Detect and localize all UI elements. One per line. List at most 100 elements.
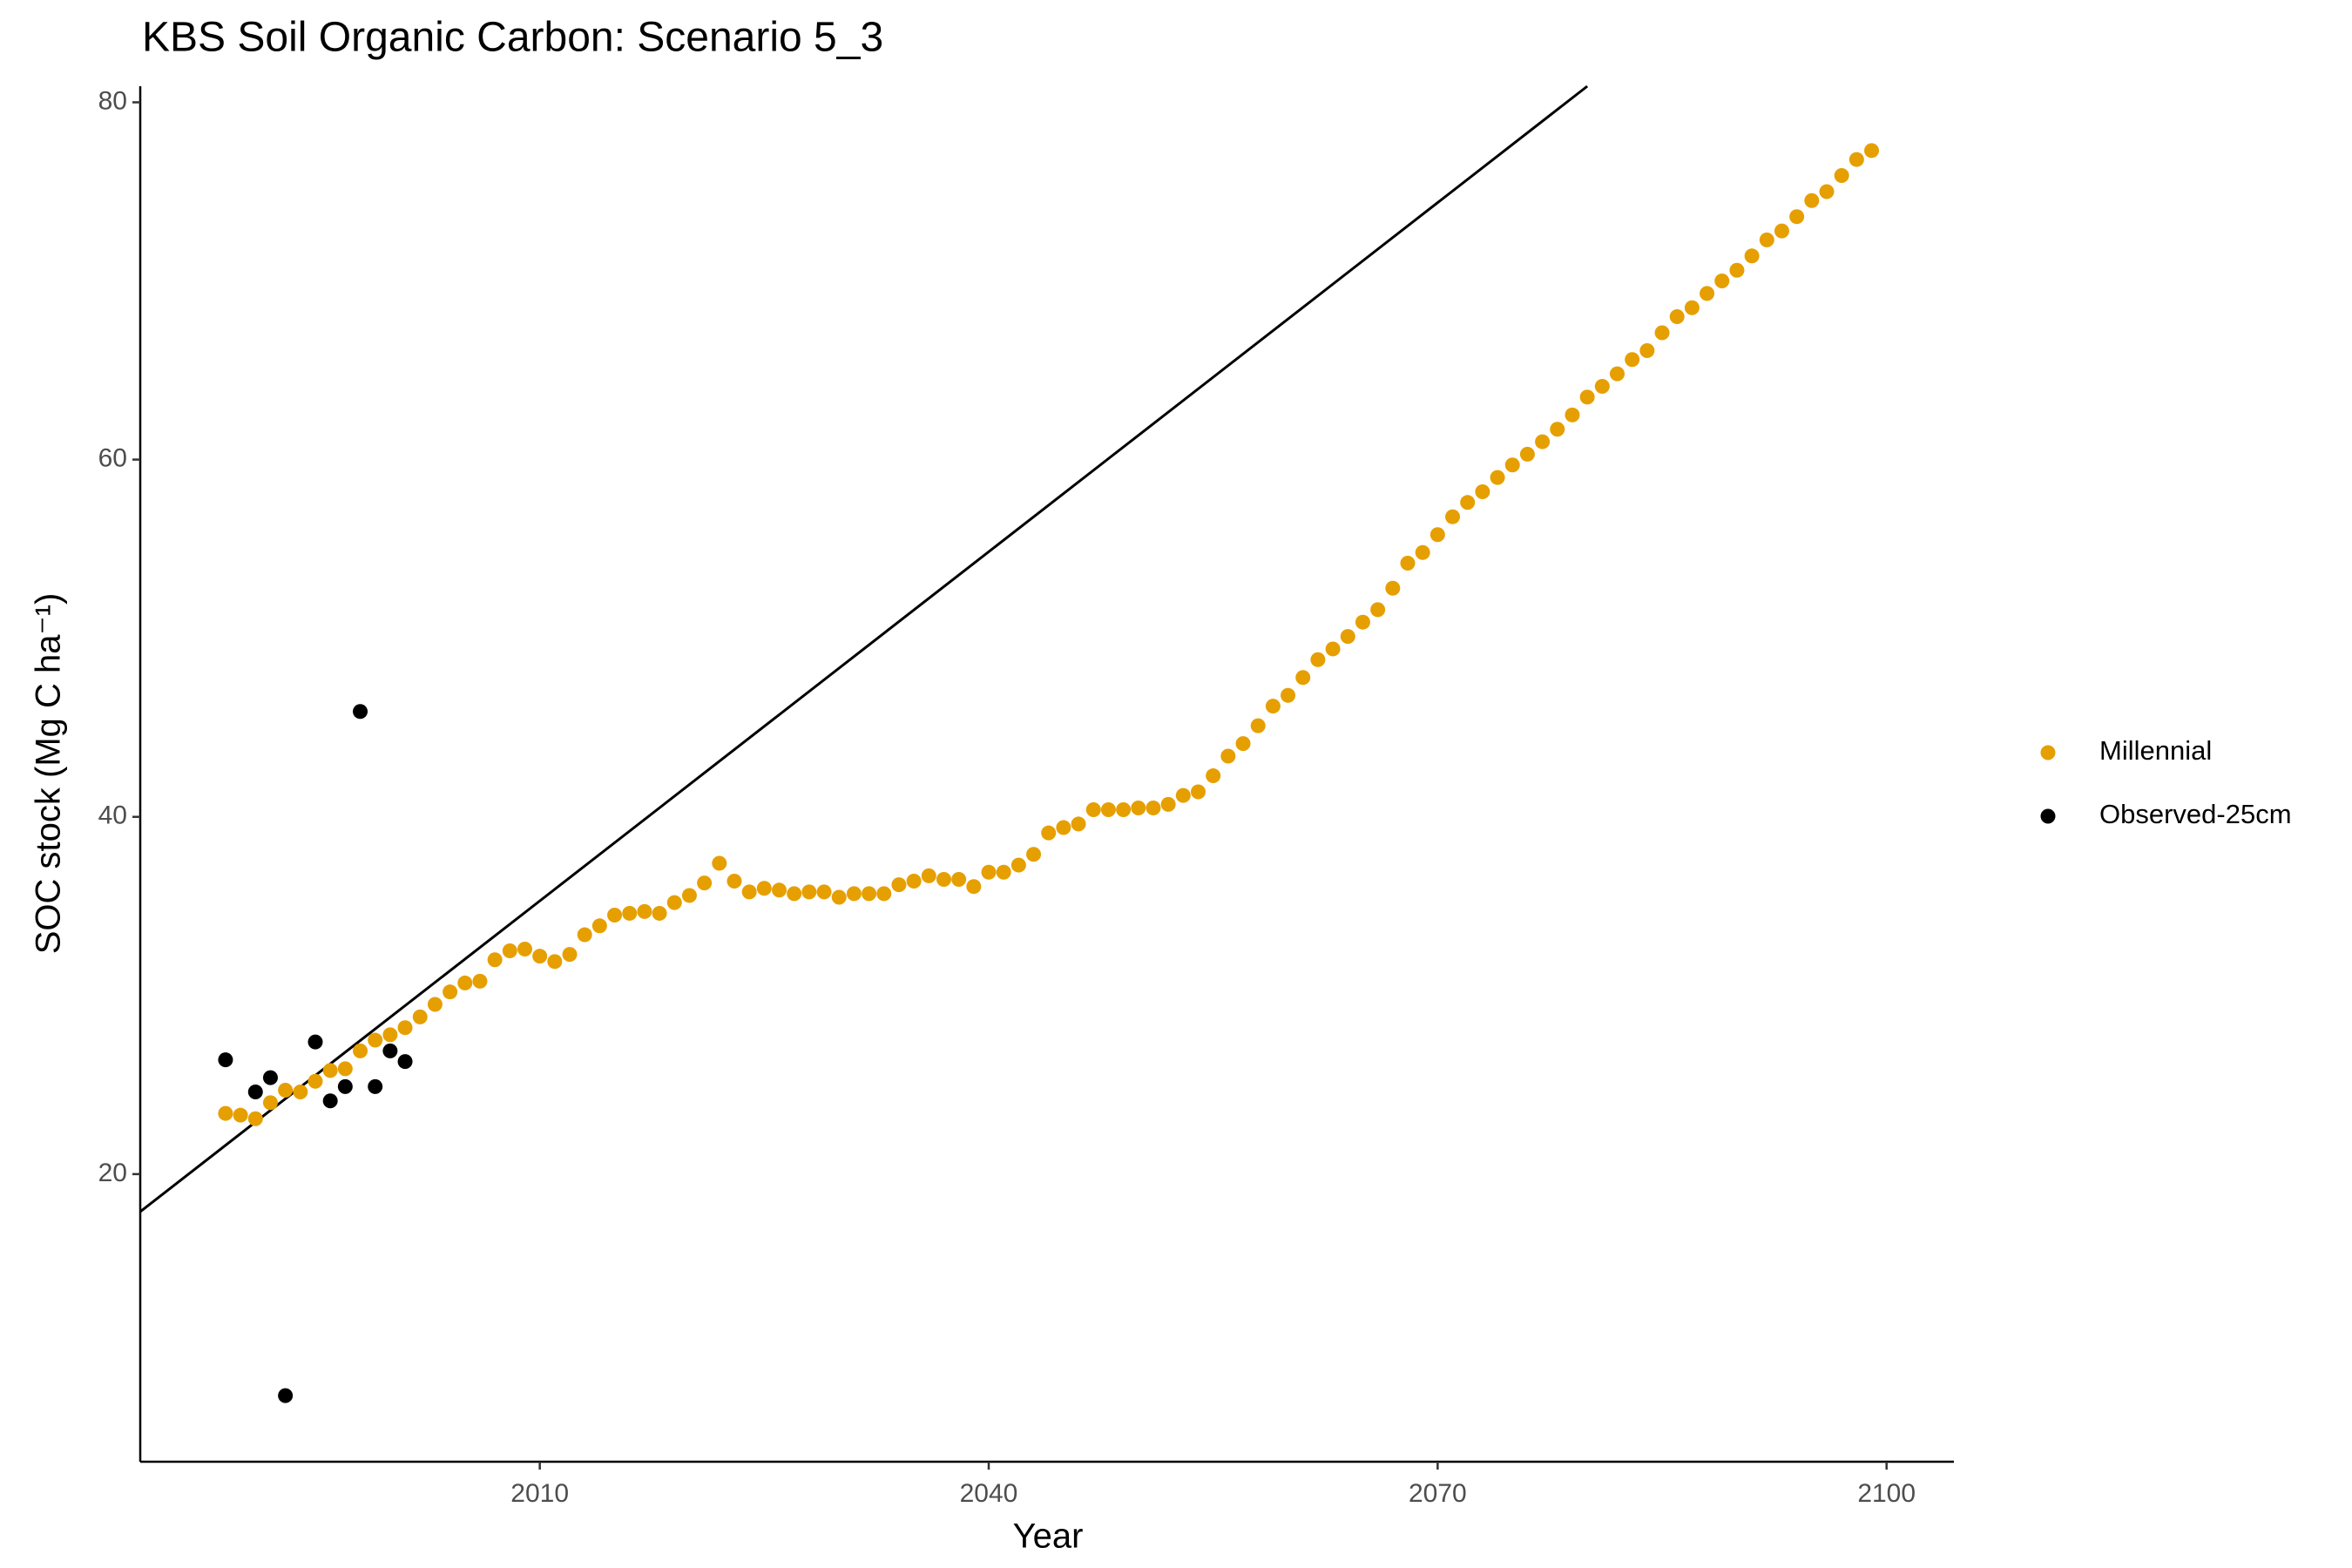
data-point bbox=[801, 884, 817, 900]
data-point bbox=[681, 888, 697, 903]
data-point bbox=[308, 1073, 323, 1089]
data-point bbox=[1041, 825, 1057, 841]
data-point bbox=[397, 1054, 413, 1070]
data-point bbox=[727, 874, 742, 889]
data-point bbox=[1744, 248, 1760, 264]
data-point bbox=[831, 889, 847, 905]
data-point bbox=[1519, 446, 1535, 462]
data-point bbox=[1445, 509, 1461, 524]
data-point bbox=[906, 874, 922, 889]
legend-label: Millennial bbox=[2099, 735, 2212, 766]
data-point bbox=[1175, 787, 1191, 803]
data-point bbox=[278, 1082, 294, 1098]
data-point bbox=[577, 927, 592, 943]
data-point bbox=[1265, 699, 1281, 714]
data-point bbox=[502, 943, 517, 959]
data-point bbox=[1819, 184, 1835, 199]
data-point bbox=[247, 1085, 263, 1100]
data-point bbox=[1085, 802, 1101, 818]
data-point bbox=[1206, 768, 1221, 784]
data-point bbox=[981, 864, 997, 880]
data-point bbox=[1355, 614, 1370, 630]
reference-line bbox=[139, 84, 1589, 1213]
data-point bbox=[936, 871, 951, 887]
x-tick-label: 2040 bbox=[960, 1479, 1018, 1508]
data-point bbox=[293, 1085, 308, 1100]
data-point bbox=[816, 884, 832, 900]
data-point bbox=[951, 871, 967, 887]
data-point bbox=[756, 881, 772, 896]
data-point bbox=[1700, 286, 1715, 301]
data-point bbox=[1056, 820, 1071, 835]
data-point bbox=[1684, 300, 1700, 315]
data-point bbox=[712, 855, 727, 871]
data-point bbox=[487, 952, 503, 968]
data-point bbox=[1146, 800, 1161, 815]
y-tick-label: 60 bbox=[98, 444, 127, 473]
data-point bbox=[1071, 816, 1086, 832]
data-point bbox=[1774, 223, 1789, 239]
data-point bbox=[637, 903, 652, 919]
data-point bbox=[891, 877, 907, 893]
data-point bbox=[1594, 379, 1610, 395]
x-axis-title: Year bbox=[1013, 1517, 1084, 1556]
data-point bbox=[1609, 366, 1625, 382]
data-point bbox=[1429, 527, 1445, 543]
data-point bbox=[622, 905, 638, 921]
data-point bbox=[996, 864, 1011, 880]
data-point bbox=[1804, 193, 1820, 208]
data-point bbox=[262, 1095, 278, 1111]
data-point bbox=[1310, 652, 1326, 667]
data-point bbox=[666, 895, 682, 910]
data-point bbox=[1535, 434, 1551, 449]
data-point bbox=[1639, 342, 1655, 358]
data-point bbox=[1370, 602, 1386, 618]
data-point bbox=[353, 1043, 368, 1058]
data-point bbox=[652, 905, 667, 921]
data-point bbox=[517, 941, 532, 956]
data-point bbox=[337, 1061, 353, 1077]
x-tick-label: 2010 bbox=[510, 1479, 569, 1508]
data-point bbox=[741, 884, 757, 900]
data-point bbox=[233, 1107, 248, 1123]
data-point bbox=[1325, 641, 1341, 657]
data-point bbox=[1669, 309, 1685, 325]
data-point bbox=[1729, 262, 1745, 278]
data-point bbox=[1220, 748, 1236, 764]
data-point bbox=[772, 882, 787, 898]
data-point bbox=[472, 973, 488, 989]
data-point bbox=[1460, 495, 1476, 510]
data-point bbox=[397, 1020, 413, 1036]
data-point bbox=[1834, 168, 1849, 184]
data-point bbox=[382, 1043, 398, 1058]
y-tick-label: 20 bbox=[98, 1159, 127, 1187]
chart-title: KBS Soil Organic Carbon: Scenario 5_3 bbox=[142, 15, 883, 61]
data-point bbox=[368, 1078, 383, 1094]
data-point bbox=[697, 875, 713, 891]
data-point bbox=[337, 1078, 353, 1094]
data-point bbox=[1100, 802, 1116, 818]
y-tick-label: 40 bbox=[98, 801, 127, 830]
data-point bbox=[1281, 687, 1296, 703]
data-point bbox=[218, 1105, 233, 1121]
data-point bbox=[1340, 629, 1355, 645]
data-point bbox=[322, 1093, 338, 1109]
data-point bbox=[1579, 389, 1595, 405]
data-point bbox=[1250, 718, 1266, 733]
data-point bbox=[1654, 325, 1670, 341]
data-point bbox=[1010, 857, 1026, 873]
legend-label: Observed-25cm bbox=[2099, 799, 2292, 829]
data-point bbox=[1789, 209, 1805, 225]
data-point bbox=[1131, 800, 1146, 815]
data-point bbox=[607, 908, 623, 923]
data-point bbox=[1490, 470, 1505, 485]
data-point bbox=[876, 886, 892, 902]
data-point bbox=[218, 1052, 233, 1068]
data-point bbox=[1475, 483, 1490, 499]
y-axis-title: SOC stock (Mg C ha⁻¹) bbox=[30, 593, 68, 955]
data-point bbox=[1191, 784, 1206, 800]
data-point bbox=[1295, 670, 1311, 686]
data-point bbox=[1235, 736, 1251, 752]
